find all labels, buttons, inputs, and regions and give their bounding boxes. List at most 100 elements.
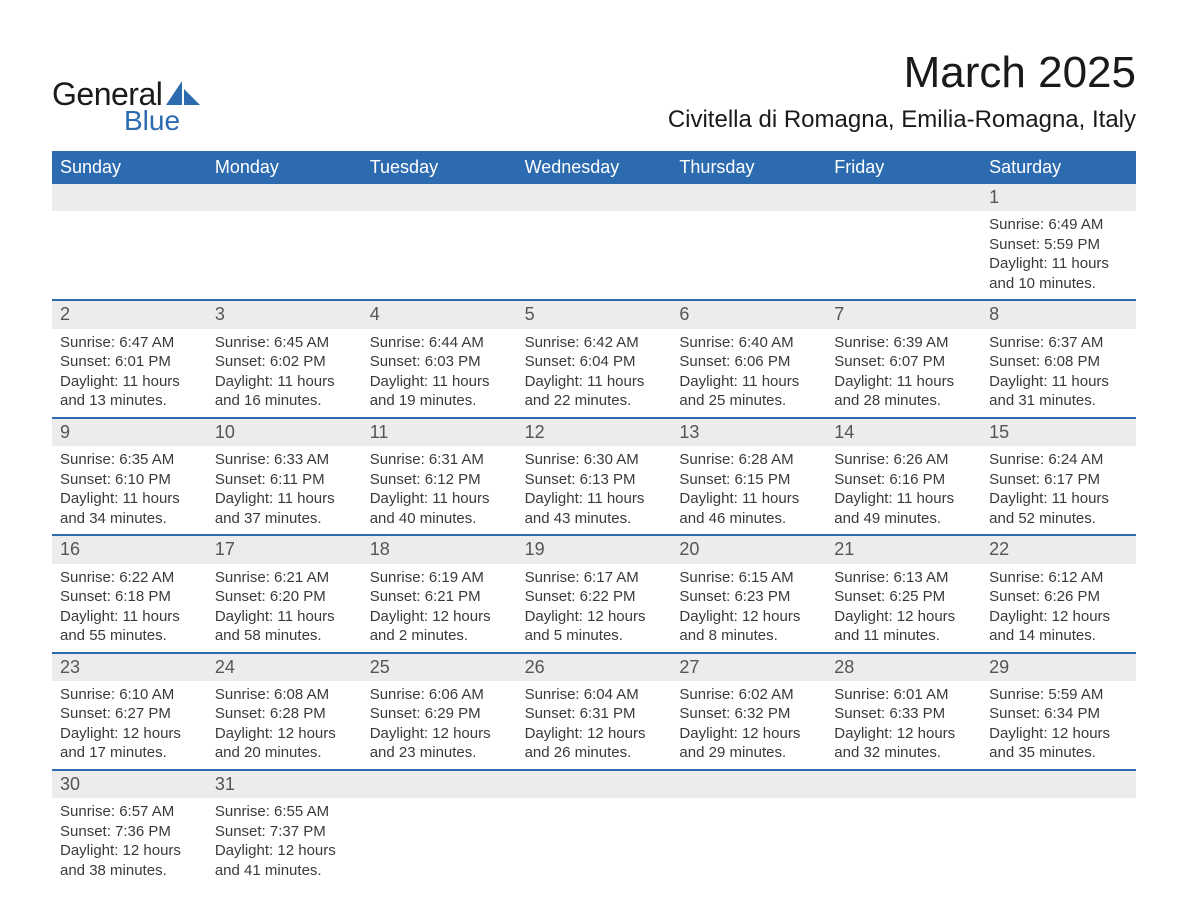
dl2-text: and 46 minutes. (679, 509, 818, 529)
day-number: 4 (362, 301, 517, 328)
sunset-text: Sunset: 6:22 PM (525, 587, 664, 607)
dl2-text: and 2 minutes. (370, 626, 509, 646)
sunset-text: Sunset: 6:11 PM (215, 470, 354, 490)
title-block: March 2025 Civitella di Romagna, Emilia-… (668, 48, 1136, 134)
sunrise-text: Sunrise: 6:40 AM (679, 333, 818, 353)
sunrise-text: Sunrise: 6:04 AM (525, 685, 664, 705)
sunrise-text: Sunrise: 6:31 AM (370, 450, 509, 470)
day-label: Friday (826, 151, 981, 184)
calendar-daynum-row: 23242526272829 (52, 652, 1136, 681)
day-label: Wednesday (517, 151, 672, 184)
day-number: 3 (207, 301, 362, 328)
sunset-text: Sunset: 6:33 PM (834, 704, 973, 724)
day-number (517, 771, 672, 798)
sunset-text: Sunset: 6:01 PM (60, 352, 199, 372)
dl1-text: Daylight: 12 hours (989, 724, 1128, 744)
sunrise-text: Sunrise: 6:15 AM (679, 568, 818, 588)
dl2-text: and 29 minutes. (679, 743, 818, 763)
day-number: 29 (981, 654, 1136, 681)
day-info: Sunrise: 6:47 AMSunset: 6:01 PMDaylight:… (52, 329, 207, 417)
sunset-text: Sunset: 7:36 PM (60, 822, 199, 842)
day-number: 30 (52, 771, 207, 798)
sunset-text: Sunset: 7:37 PM (215, 822, 354, 842)
dl1-text: Daylight: 12 hours (679, 607, 818, 627)
dl2-text: and 23 minutes. (370, 743, 509, 763)
dl2-text: and 22 minutes. (525, 391, 664, 411)
sunrise-text: Sunrise: 6:28 AM (679, 450, 818, 470)
sunrise-text: Sunrise: 6:44 AM (370, 333, 509, 353)
dl1-text: Daylight: 11 hours (834, 372, 973, 392)
day-number (362, 771, 517, 798)
day-info: Sunrise: 6:10 AMSunset: 6:27 PMDaylight:… (52, 681, 207, 769)
sunset-text: Sunset: 6:31 PM (525, 704, 664, 724)
dl2-text: and 28 minutes. (834, 391, 973, 411)
day-info: Sunrise: 6:08 AMSunset: 6:28 PMDaylight:… (207, 681, 362, 769)
day-info (207, 211, 362, 299)
day-number (517, 184, 672, 211)
calendar-body: 1Sunrise: 6:49 AMSunset: 5:59 PMDaylight… (52, 184, 1136, 886)
day-number (671, 184, 826, 211)
dl2-text: and 32 minutes. (834, 743, 973, 763)
day-info: Sunrise: 6:17 AMSunset: 6:22 PMDaylight:… (517, 564, 672, 652)
day-number: 12 (517, 419, 672, 446)
day-info (52, 211, 207, 299)
day-number: 17 (207, 536, 362, 563)
calendar-daynum-row: 1 (52, 184, 1136, 211)
calendar-info-row: Sunrise: 6:49 AMSunset: 5:59 PMDaylight:… (52, 211, 1136, 299)
day-number (671, 771, 826, 798)
sunset-text: Sunset: 6:07 PM (834, 352, 973, 372)
sunrise-text: Sunrise: 6:17 AM (525, 568, 664, 588)
dl2-text: and 16 minutes. (215, 391, 354, 411)
day-number: 23 (52, 654, 207, 681)
day-info (671, 211, 826, 299)
sunset-text: Sunset: 6:32 PM (679, 704, 818, 724)
dl2-text: and 20 minutes. (215, 743, 354, 763)
day-number: 10 (207, 419, 362, 446)
dl1-text: Daylight: 11 hours (60, 489, 199, 509)
sunset-text: Sunset: 6:04 PM (525, 352, 664, 372)
calendar-daynum-row: 16171819202122 (52, 534, 1136, 563)
dl2-text: and 55 minutes. (60, 626, 199, 646)
day-info: Sunrise: 6:19 AMSunset: 6:21 PMDaylight:… (362, 564, 517, 652)
day-number: 25 (362, 654, 517, 681)
day-label: Tuesday (362, 151, 517, 184)
dl1-text: Daylight: 11 hours (215, 489, 354, 509)
day-info: Sunrise: 6:30 AMSunset: 6:13 PMDaylight:… (517, 446, 672, 534)
sunrise-text: Sunrise: 6:57 AM (60, 802, 199, 822)
dl2-text: and 17 minutes. (60, 743, 199, 763)
day-number: 11 (362, 419, 517, 446)
day-info: Sunrise: 6:13 AMSunset: 6:25 PMDaylight:… (826, 564, 981, 652)
day-number: 24 (207, 654, 362, 681)
sunrise-text: Sunrise: 6:26 AM (834, 450, 973, 470)
day-number: 7 (826, 301, 981, 328)
dl2-text: and 35 minutes. (989, 743, 1128, 763)
day-number: 14 (826, 419, 981, 446)
calendar-header-row: Sunday Monday Tuesday Wednesday Thursday… (52, 151, 1136, 184)
sunset-text: Sunset: 6:17 PM (989, 470, 1128, 490)
dl2-text: and 8 minutes. (679, 626, 818, 646)
calendar-info-row: Sunrise: 6:57 AMSunset: 7:36 PMDaylight:… (52, 798, 1136, 886)
dl2-text: and 14 minutes. (989, 626, 1128, 646)
day-number (826, 184, 981, 211)
dl2-text: and 41 minutes. (215, 861, 354, 881)
sunset-text: Sunset: 6:21 PM (370, 587, 509, 607)
day-number: 21 (826, 536, 981, 563)
sunrise-text: Sunrise: 6:08 AM (215, 685, 354, 705)
dl2-text: and 49 minutes. (834, 509, 973, 529)
day-info: Sunrise: 6:04 AMSunset: 6:31 PMDaylight:… (517, 681, 672, 769)
day-number: 19 (517, 536, 672, 563)
sunrise-text: Sunrise: 6:47 AM (60, 333, 199, 353)
dl1-text: Daylight: 12 hours (215, 724, 354, 744)
day-info: Sunrise: 6:35 AMSunset: 6:10 PMDaylight:… (52, 446, 207, 534)
day-number (52, 184, 207, 211)
sunset-text: Sunset: 6:15 PM (679, 470, 818, 490)
sunset-text: Sunset: 6:03 PM (370, 352, 509, 372)
day-info: Sunrise: 6:02 AMSunset: 6:32 PMDaylight:… (671, 681, 826, 769)
dl2-text: and 52 minutes. (989, 509, 1128, 529)
day-info (826, 798, 981, 886)
day-label: Thursday (671, 151, 826, 184)
dl2-text: and 31 minutes. (989, 391, 1128, 411)
sunrise-text: Sunrise: 6:33 AM (215, 450, 354, 470)
sunrise-text: Sunrise: 6:24 AM (989, 450, 1128, 470)
dl2-text: and 38 minutes. (60, 861, 199, 881)
